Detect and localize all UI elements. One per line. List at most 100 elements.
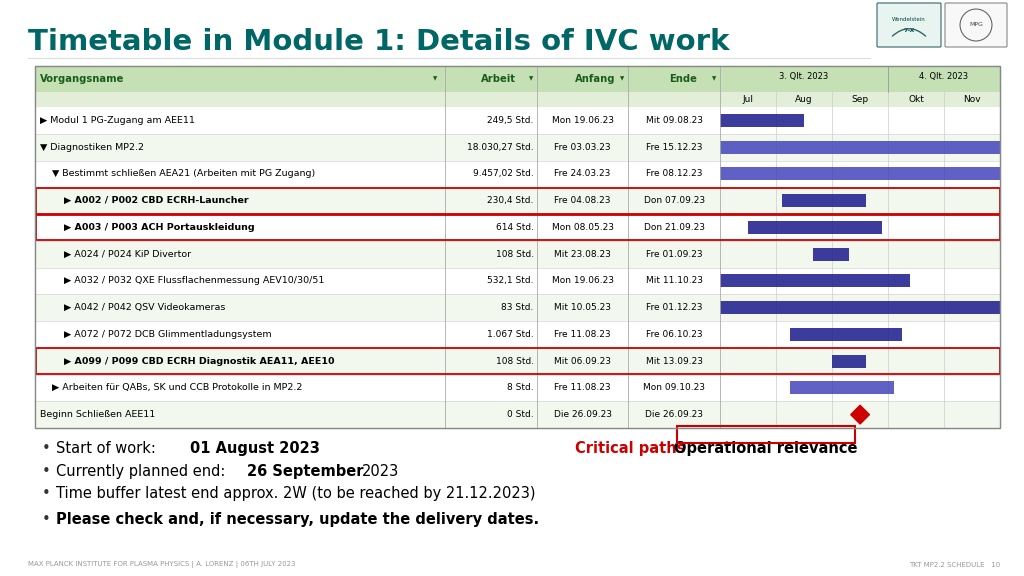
Text: Please check and, if necessary, update the delivery dates.: Please check and, if necessary, update t… <box>56 512 539 527</box>
Text: Timetable in Module 1: Details of IVC work: Timetable in Module 1: Details of IVC wo… <box>28 28 729 56</box>
Text: 1.067 Std.: 1.067 Std. <box>487 330 534 339</box>
Text: 26 September: 26 September <box>247 464 364 479</box>
Bar <box>781 194 865 207</box>
Text: ▶ Modul 1 PG-Zugang am AEE11: ▶ Modul 1 PG-Zugang am AEE11 <box>40 116 195 125</box>
Bar <box>35 214 1000 241</box>
Text: Currently planned end:: Currently planned end: <box>56 464 225 479</box>
Bar <box>35 66 1000 428</box>
Text: 2023: 2023 <box>362 464 399 479</box>
Text: ▶ A002 / P002 CBD ECRH-Launcher: ▶ A002 / P002 CBD ECRH-Launcher <box>63 196 249 205</box>
Text: ▼: ▼ <box>712 77 717 81</box>
Text: ▼ Bestimmt schließen AEA21 (Arbeiten mit PG Zugang): ▼ Bestimmt schließen AEA21 (Arbeiten mit… <box>52 169 315 179</box>
Text: ▼: ▼ <box>621 77 625 81</box>
Bar <box>35 321 1000 348</box>
Bar <box>35 374 1000 401</box>
Bar <box>35 348 1000 374</box>
Text: MAX PLANCK INSTITUTE FOR PLASMA PHYSICS | A. LORENZ | 06TH JULY 2023: MAX PLANCK INSTITUTE FOR PLASMA PHYSICS … <box>28 561 296 568</box>
Text: Start of work:: Start of work: <box>56 441 156 456</box>
Text: •: • <box>42 512 51 527</box>
Text: Mon 19.06.23: Mon 19.06.23 <box>552 276 613 285</box>
Text: 01 August 2023: 01 August 2023 <box>190 441 319 456</box>
Bar <box>833 355 865 367</box>
Text: Ende: Ende <box>670 74 697 84</box>
Text: Don 21.09.23: Don 21.09.23 <box>644 223 705 232</box>
Text: Mit 13.09.23: Mit 13.09.23 <box>646 357 702 366</box>
Bar <box>35 161 1000 187</box>
Bar <box>35 66 1000 92</box>
Text: ▶ Arbeiten für QABs, SK und CCB Protokolle in MP2.2: ▶ Arbeiten für QABs, SK und CCB Protokol… <box>52 384 302 392</box>
Text: ▶ A042 / P042 QSV Videokameras: ▶ A042 / P042 QSV Videokameras <box>63 303 225 312</box>
Text: Fre 11.08.23: Fre 11.08.23 <box>554 384 611 392</box>
Bar <box>720 168 1000 180</box>
Text: Fre 24.03.23: Fre 24.03.23 <box>554 169 611 179</box>
Text: •: • <box>42 441 51 456</box>
Text: Time buffer latest end approx. 2W (to be reached by 21.12.2023): Time buffer latest end approx. 2W (to be… <box>56 486 536 501</box>
Text: Okt: Okt <box>908 95 924 104</box>
Text: Mit 11.10.23: Mit 11.10.23 <box>646 276 702 285</box>
Text: •: • <box>42 464 51 479</box>
Bar <box>749 221 883 234</box>
Text: TKT MP2.2 SCHEDULE   10: TKT MP2.2 SCHEDULE 10 <box>908 562 1000 568</box>
Text: Don 07.09.23: Don 07.09.23 <box>644 196 705 205</box>
Bar <box>36 214 999 240</box>
Text: Wendelstein: Wendelstein <box>892 17 926 22</box>
Text: 4. Qlt. 2023: 4. Qlt. 2023 <box>920 72 969 81</box>
Text: 7-X: 7-X <box>903 28 914 32</box>
Text: Critical paths: Critical paths <box>575 441 685 456</box>
Bar <box>791 381 894 395</box>
Text: Fre 11.08.23: Fre 11.08.23 <box>554 330 611 339</box>
Text: 108 Std.: 108 Std. <box>496 249 534 259</box>
Text: Fre 06.10.23: Fre 06.10.23 <box>646 330 702 339</box>
Text: Fre 03.03.23: Fre 03.03.23 <box>554 143 611 151</box>
Text: 3. Qlt. 2023: 3. Qlt. 2023 <box>779 72 828 81</box>
Bar <box>812 248 849 260</box>
Text: Fre 15.12.23: Fre 15.12.23 <box>646 143 702 151</box>
Text: ▶ A099 / P099 CBD ECRH Diagnostik AEA11, AEE10: ▶ A099 / P099 CBD ECRH Diagnostik AEA11,… <box>63 357 335 366</box>
Bar <box>36 188 999 214</box>
Text: Nov: Nov <box>964 95 981 104</box>
Text: Sep: Sep <box>852 95 868 104</box>
Bar <box>35 401 1000 428</box>
Text: Fre 08.12.23: Fre 08.12.23 <box>646 169 702 179</box>
Text: ▶ A032 / P032 QXE Flussflachenmessung AEV10/30/51: ▶ A032 / P032 QXE Flussflachenmessung AE… <box>63 276 325 285</box>
Bar <box>720 114 804 127</box>
Bar <box>720 301 1000 314</box>
Bar <box>35 92 1000 107</box>
Bar <box>720 274 910 287</box>
Text: Arbeit: Arbeit <box>481 74 516 84</box>
Text: 83 Std.: 83 Std. <box>502 303 534 312</box>
Text: Mon 19.06.23: Mon 19.06.23 <box>552 116 613 125</box>
Text: Mon 08.05.23: Mon 08.05.23 <box>552 223 613 232</box>
Polygon shape <box>851 406 869 424</box>
Bar <box>35 267 1000 294</box>
Text: •: • <box>42 486 51 501</box>
Text: Jul: Jul <box>742 95 754 104</box>
Text: 249,5 Std.: 249,5 Std. <box>487 116 534 125</box>
Text: Mon 09.10.23: Mon 09.10.23 <box>643 384 706 392</box>
Text: MPG: MPG <box>969 22 983 28</box>
Bar <box>36 348 999 374</box>
Text: Die 26.09.23: Die 26.09.23 <box>645 410 703 419</box>
Text: 230,4 Std.: 230,4 Std. <box>487 196 534 205</box>
Text: 108 Std.: 108 Std. <box>496 357 534 366</box>
Text: Mit 10.05.23: Mit 10.05.23 <box>554 303 611 312</box>
Text: 0 Std.: 0 Std. <box>507 410 534 419</box>
Bar <box>35 187 1000 214</box>
Text: ▼: ▼ <box>528 77 534 81</box>
Text: Vorgangsname: Vorgangsname <box>40 74 124 84</box>
Bar <box>35 107 1000 134</box>
Bar <box>35 294 1000 321</box>
Bar <box>35 134 1000 161</box>
Text: Fre 01.12.23: Fre 01.12.23 <box>646 303 702 312</box>
Text: ▶ A072 / P072 DCB Glimmentladungsystem: ▶ A072 / P072 DCB Glimmentladungsystem <box>63 330 271 339</box>
Bar <box>35 66 1000 428</box>
Text: 18.030,27 Std.: 18.030,27 Std. <box>467 143 534 151</box>
Text: Mit 23.08.23: Mit 23.08.23 <box>554 249 611 259</box>
Bar <box>677 426 855 443</box>
Text: 8 Std.: 8 Std. <box>507 384 534 392</box>
Text: Mit 09.08.23: Mit 09.08.23 <box>646 116 702 125</box>
Text: Anfang: Anfang <box>574 74 615 84</box>
Text: Mit 06.09.23: Mit 06.09.23 <box>554 357 611 366</box>
FancyBboxPatch shape <box>945 3 1007 47</box>
Text: ▼: ▼ <box>433 77 437 81</box>
